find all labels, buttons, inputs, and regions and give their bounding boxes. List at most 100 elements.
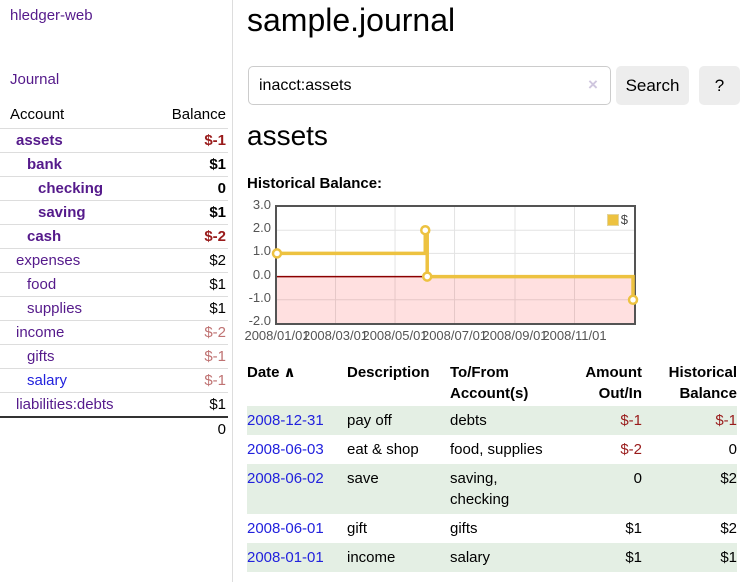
account-heading: assets <box>247 120 328 151</box>
chart-title: Historical Balance: <box>247 175 383 192</box>
register-table: Date ∧ Description To/From Account(s) Amo… <box>247 360 737 572</box>
register-header-accounts: To/From Account(s) <box>450 364 529 402</box>
account-balance: $-1 <box>144 368 228 393</box>
account-row: bank $1 <box>0 152 228 177</box>
account-link[interactable]: expenses <box>16 252 81 269</box>
account-balance: $1 <box>144 152 228 177</box>
account-balance: $-2 <box>144 320 228 345</box>
account-link[interactable]: food <box>27 276 57 293</box>
y-axis-tick-label: 1.0 <box>252 243 271 259</box>
accounts-total-balance: 0 <box>144 416 228 441</box>
accounts-header-balance: Balance <box>171 106 226 123</box>
x-axis-tick-label: 2008/07/01 <box>421 328 488 343</box>
chart-plot[interactable]: $ <box>271 205 639 325</box>
account-balance: $-1 <box>144 344 228 369</box>
sidebar-item-journal[interactable]: Journal <box>10 71 60 88</box>
transaction-date-link[interactable]: 2008-06-02 <box>247 470 324 487</box>
account-balance: $1 <box>144 200 228 225</box>
x-axis-tick-label: 2008/05/01 <box>362 328 428 343</box>
account-link[interactable]: bank <box>27 156 63 173</box>
transaction-date-link[interactable]: 2008-01-01 <box>247 549 324 566</box>
transaction-accounts: food, supplies <box>450 441 543 458</box>
x-axis-tick-label: 2008/01/01 <box>244 328 310 343</box>
chart-legend: $ <box>606 212 628 227</box>
account-row: supplies $1 <box>0 296 228 321</box>
transaction-description: save <box>347 470 379 487</box>
transaction-amount: $-2 <box>620 441 642 458</box>
transaction-accounts: salary <box>450 549 491 566</box>
y-axis-tick-label: 2.0 <box>252 220 271 236</box>
account-balance: $-1 <box>144 128 228 153</box>
accounts-header-account: Account <box>10 106 65 123</box>
balance-chart-svg <box>271 207 639 323</box>
transaction-balance: $-1 <box>715 412 737 429</box>
account-link[interactable]: assets <box>16 132 63 149</box>
y-axis-tick-label: -1.0 <box>248 289 271 305</box>
accounts-table: Account Balance assets $-1 bank $1 check… <box>0 103 228 441</box>
legend-label: $ <box>620 212 628 227</box>
account-link[interactable]: cash <box>27 228 62 245</box>
transaction-row: 2008-06-02 save saving, checking 0 $2 <box>247 464 737 514</box>
transaction-balance: $2 <box>720 520 737 537</box>
transaction-amount: $1 <box>625 549 642 566</box>
transaction-row: 2008-06-01 gift gifts $1 $2 <box>247 514 737 543</box>
transaction-accounts: debts <box>450 412 487 429</box>
register-header-amount: Amount Out/In <box>585 364 642 402</box>
account-link[interactable]: liabilities:debts <box>16 396 114 413</box>
transaction-accounts: gifts <box>450 520 478 537</box>
transaction-date-link[interactable]: 2008-06-01 <box>247 520 324 537</box>
accounts-total-row: 0 <box>0 416 228 441</box>
account-row: liabilities:debts $1 <box>0 392 228 417</box>
account-row: assets $-1 <box>0 128 228 153</box>
page-title: sample.journal <box>247 2 456 38</box>
transaction-date-link[interactable]: 2008-12-31 <box>247 412 324 429</box>
account-row: food $1 <box>0 272 228 297</box>
register-header-date[interactable]: Date ∧ <box>247 364 296 381</box>
account-link[interactable]: salary <box>27 372 68 389</box>
y-axis-tick-label: -2.0 <box>248 313 271 328</box>
account-balance: $1 <box>144 392 228 417</box>
account-link[interactable]: saving <box>38 204 86 221</box>
account-balance: $1 <box>144 272 228 297</box>
transaction-amount: 0 <box>633 470 642 487</box>
sort-asc-icon: ∧ <box>283 364 296 381</box>
search-form: × Search ? <box>247 66 742 106</box>
account-balance: $2 <box>144 248 228 273</box>
historical-balance-chart: $ 3.0 2.0 1.0 0.0 -1.0 -2.0 2008/01/01 2008/03/… <box>244 197 742 348</box>
clear-search-icon[interactable]: × <box>588 75 598 94</box>
account-link[interactable]: income <box>16 324 65 341</box>
x-axis-tick-label: 2008/09/01 <box>482 328 548 343</box>
transaction-description: eat & shop <box>347 441 419 458</box>
account-balance: 0 <box>144 176 228 201</box>
transaction-row: 2008-12-31 pay off debts $-1 $-1 <box>247 406 737 435</box>
account-row: salary $-1 <box>0 368 228 393</box>
account-link[interactable]: checking <box>38 180 104 197</box>
account-row: cash $-2 <box>0 224 228 249</box>
account-balance: $1 <box>144 296 228 321</box>
legend-swatch-icon <box>606 213 619 226</box>
transaction-balance: 0 <box>728 441 737 458</box>
accounts-table-header: Account Balance <box>0 103 228 129</box>
search-button[interactable]: Search <box>616 66 689 105</box>
transaction-row: 2008-01-01 income salary $1 $1 <box>247 543 737 572</box>
account-link[interactable]: gifts <box>27 348 55 365</box>
account-row: income $-2 <box>0 320 228 345</box>
transaction-description: gift <box>347 520 368 537</box>
transaction-accounts: saving, checking <box>450 470 510 508</box>
account-row: checking 0 <box>0 176 228 201</box>
y-axis-tick-label: 3.0 <box>252 197 271 212</box>
account-link[interactable]: supplies <box>27 300 83 317</box>
y-axis-tick-label: 0.0 <box>252 266 271 282</box>
transaction-balance: $2 <box>720 470 737 487</box>
account-row: expenses $2 <box>0 248 228 273</box>
account-row: gifts $-1 <box>0 344 228 369</box>
transaction-date-link[interactable]: 2008-06-03 <box>247 441 324 458</box>
register-header-balance: Historical Balance <box>668 364 737 402</box>
x-axis-tick-label: 2008/11/01 <box>542 328 607 343</box>
help-button[interactable]: ? <box>699 66 740 105</box>
register-header-row: Date ∧ Description To/From Account(s) Amo… <box>247 360 737 406</box>
transaction-description: income <box>347 549 396 566</box>
transaction-row: 2008-06-03 eat & shop food, supplies $-2… <box>247 435 737 464</box>
brand-link[interactable]: hledger-web <box>10 7 93 24</box>
search-input[interactable] <box>248 66 611 105</box>
